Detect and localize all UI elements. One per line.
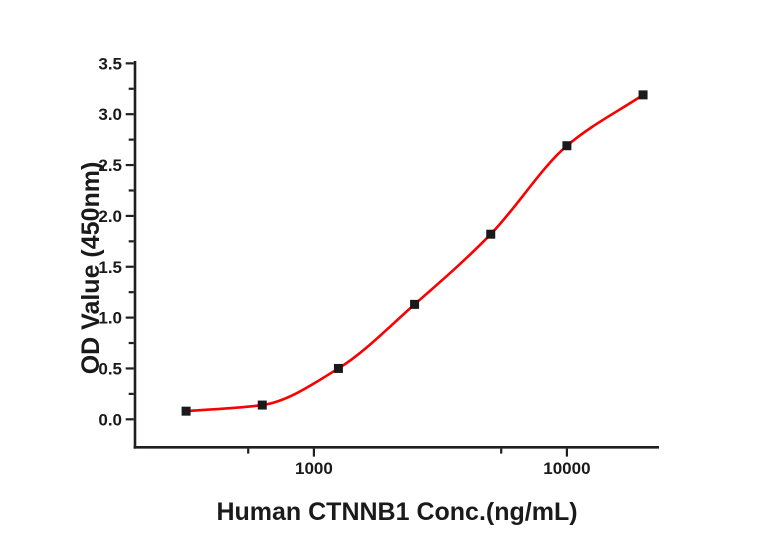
data-point-marker <box>638 90 648 100</box>
axis-ticks <box>125 62 569 457</box>
y-tick-label: 0.0 <box>98 410 122 429</box>
data-point-marker <box>181 406 191 416</box>
data-point-marker <box>333 363 343 373</box>
fit-curve-line <box>184 93 645 413</box>
tick-labels: 0.0 0.5 1.0 1.5 2.0 2.5 3.0 3.5 1000 10000 <box>98 54 590 478</box>
data-point-marker <box>410 299 420 309</box>
axes <box>133 61 659 449</box>
data-point-marker <box>562 141 572 151</box>
y-tick-label: 3.0 <box>98 105 122 124</box>
y-tick-label: 2.0 <box>98 207 122 226</box>
y-tick-label: 2.5 <box>98 156 122 175</box>
y-tick-label: 1.0 <box>98 309 122 328</box>
x-tick-label: 10000 <box>543 459 590 478</box>
y-tick-label: 0.5 <box>98 359 122 378</box>
data-points <box>181 90 648 416</box>
y-tick-label: 1.5 <box>98 258 122 277</box>
x-axis-title: Human CTNNB1 Conc.(ng/mL) <box>216 498 577 526</box>
x-tick-label: 1000 <box>295 459 333 478</box>
y-axis-title: OD Value (450nm) <box>77 162 105 375</box>
y-tick-label: 3.5 <box>98 54 122 73</box>
data-point-marker <box>486 229 496 239</box>
data-point-marker <box>257 400 267 410</box>
